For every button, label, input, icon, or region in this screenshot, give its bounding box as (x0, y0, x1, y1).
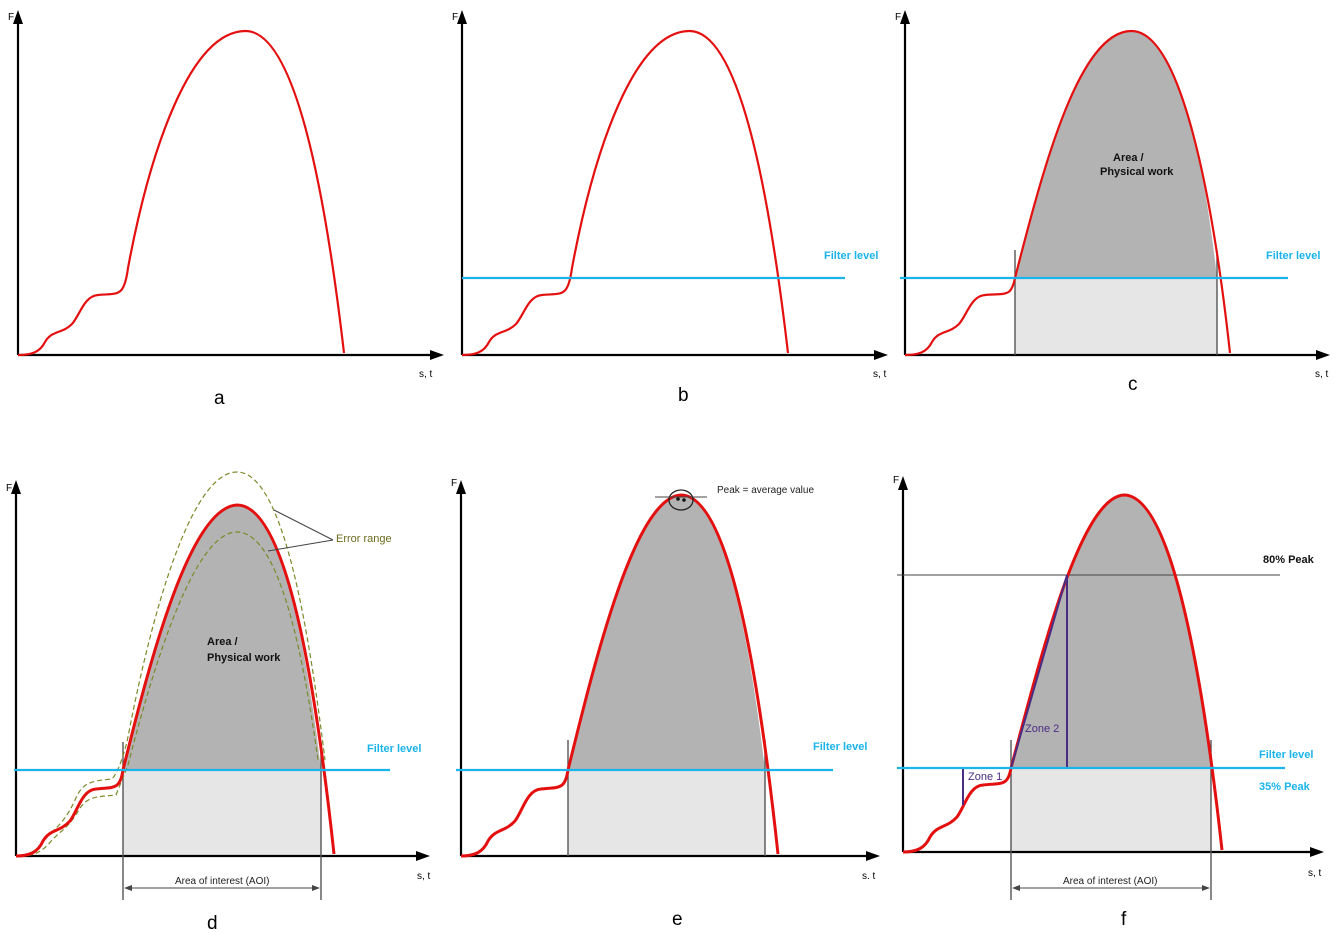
panel-e-peak-dot-2 (682, 498, 686, 502)
panel-e-base-area (568, 770, 765, 856)
panel-a-axes (13, 10, 444, 360)
panel-f-filter-label: Filter level (1259, 749, 1313, 761)
panel-c-area-label-1: Area / (1113, 152, 1144, 164)
panel-f-aoi-arrow (1012, 885, 1210, 891)
panel-e-peak-dot-1 (676, 497, 680, 501)
panel-a-force-curve (17, 29, 346, 357)
panel-f-y-label: F (893, 475, 899, 486)
panel-d-error-label: Error range (336, 533, 392, 545)
panel-d-work-area (123, 505, 321, 770)
panel-f-x-label: s, t (1308, 868, 1322, 879)
panel-f-axes (898, 476, 1324, 857)
panel-d: F s, t Filter level Error range Area / P… (6, 471, 431, 933)
panel-c-x-label: s, t (1315, 369, 1329, 380)
panel-b-y-label: F (452, 12, 458, 23)
panel-e: F s. t Filter level Peak = average value… (451, 478, 880, 930)
panel-d-area-label-2: Physical work (207, 652, 281, 664)
panel-b: F s, t Filter level b (452, 10, 888, 406)
panel-f-letter: f (1121, 909, 1127, 930)
panel-d-x-label: s, t (417, 871, 431, 882)
panel-c-area-label-2: Physical work (1100, 166, 1174, 178)
panel-e-work-area (568, 495, 765, 770)
panel-f-work-area (1011, 495, 1211, 768)
panel-a-y-label: F (8, 12, 14, 23)
panel-d-error-lower (19, 531, 319, 857)
panel-c-base-area (1015, 278, 1217, 355)
panel-c-letter: c (1128, 374, 1138, 395)
panel-b-filter-label: Filter level (824, 250, 878, 262)
panel-e-filter-label: Filter level (813, 741, 867, 753)
panel-c-work-area (1015, 30, 1217, 278)
panel-c: F s, t Filter level Area / Physical work… (895, 10, 1330, 395)
panel-b-force-curve (461, 29, 790, 357)
panel-c-filter-label: Filter level (1266, 250, 1320, 262)
panel-d-area-label-1: Area / (207, 636, 238, 648)
panel-f-peak35-label: 35% Peak (1259, 781, 1311, 793)
panel-d-filter-label: Filter level (367, 743, 421, 755)
panel-f-peak80-label: 80% Peak (1263, 554, 1315, 566)
panel-e-letter: e (672, 909, 683, 930)
panel-e-x-label: s. t (862, 871, 876, 882)
panel-b-x-label: s, t (873, 369, 887, 380)
panel-d-aoi-arrow (124, 885, 320, 891)
panel-d-error-upper (19, 471, 326, 857)
panel-e-peak-label: Peak = average value (717, 485, 814, 496)
panel-d-axes (11, 480, 430, 861)
panel-f-base-area (1011, 768, 1211, 852)
panel-d-error-pointer-2 (267, 539, 334, 552)
panel-b-letter: b (678, 385, 689, 406)
panel-f: F s, t 80% Peak Filter level 35% Peak Zo… (893, 475, 1324, 930)
panel-d-base-area (123, 770, 321, 856)
panel-d-letter: d (207, 913, 218, 933)
panel-e-axes (456, 480, 880, 861)
panel-d-error-pointer-1 (273, 509, 334, 541)
panel-b-axes (457, 10, 888, 360)
panel-c-y-label: F (895, 12, 901, 23)
panel-a: F s, t a (8, 10, 444, 409)
panel-c-axes (900, 10, 1330, 360)
panel-e-peak-marker (668, 489, 694, 511)
panel-a-letter: a (214, 388, 225, 409)
panel-e-y-label: F (451, 478, 457, 489)
panel-d-aoi-label: Area of interest (AOI) (175, 876, 269, 887)
panel-e-force-curve (460, 493, 780, 858)
panel-f-zone1-label: Zone 1 (968, 771, 1002, 783)
panel-f-aoi-label: Area of interest (AOI) (1063, 876, 1157, 887)
panel-a-x-label: s, t (419, 369, 433, 380)
panel-f-zone2-label: Zone 2 (1025, 723, 1059, 735)
panel-d-y-label: F (6, 483, 12, 494)
